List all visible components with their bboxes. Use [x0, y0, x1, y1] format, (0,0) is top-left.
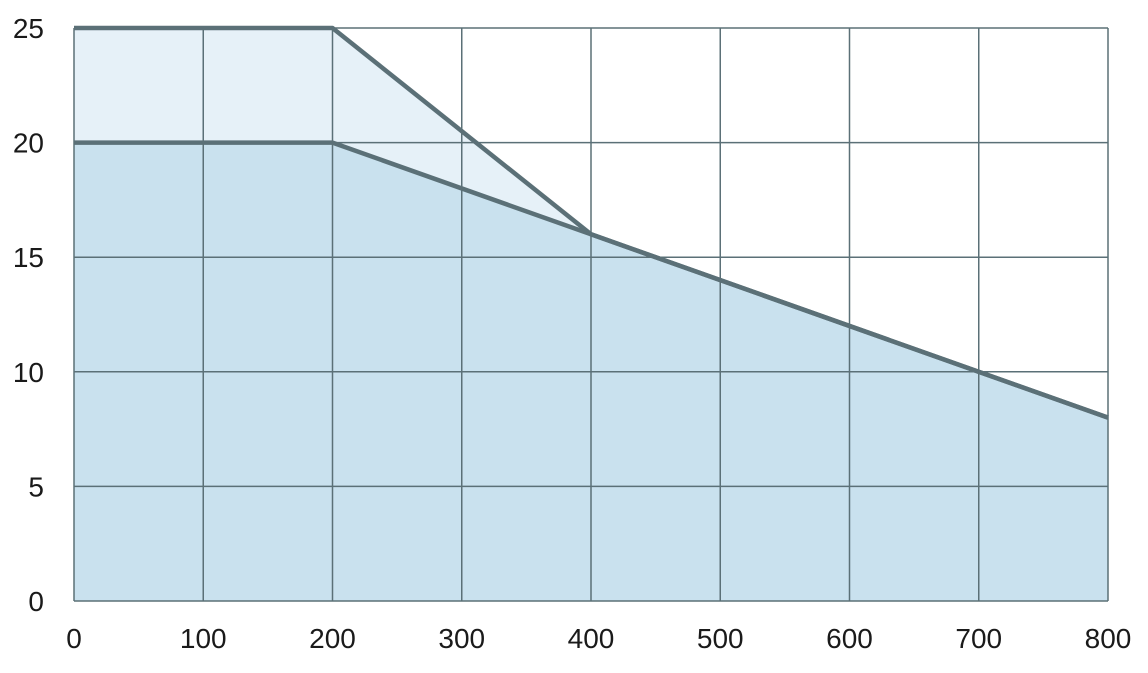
y-tick-label: 15 [13, 242, 44, 273]
x-tick-label: 400 [568, 623, 615, 654]
x-tick-label: 600 [826, 623, 873, 654]
series-2-line [74, 140, 1109, 420]
y-tick-label: 5 [28, 471, 44, 502]
x-tick-label: 0 [66, 623, 82, 654]
x-tick-label: 700 [955, 623, 1002, 654]
x-axis-ticks: 0 100 200 300 400 500 600 700 800 [66, 623, 1131, 654]
y-tick-label: 20 [13, 128, 44, 159]
y-tick-label: 0 [28, 586, 44, 617]
x-tick-label: 300 [438, 623, 485, 654]
y-axis-ticks: 0 5 10 15 20 25 [13, 13, 44, 617]
x-tick-label: 100 [180, 623, 227, 654]
grid-layer [73, 27, 1109, 602]
x-tick-label: 200 [309, 623, 356, 654]
y-tick-label: 25 [13, 13, 44, 44]
x-tick-label: 800 [1085, 623, 1132, 654]
line-layer [74, 25, 1109, 420]
y-tick-label: 10 [13, 357, 44, 388]
x-tick-label: 500 [697, 623, 744, 654]
